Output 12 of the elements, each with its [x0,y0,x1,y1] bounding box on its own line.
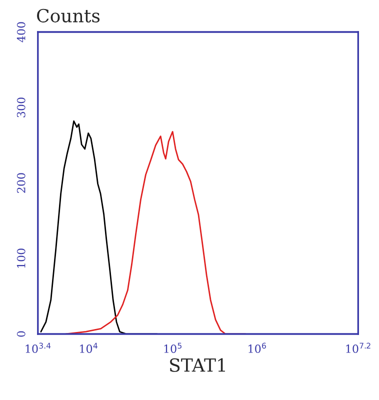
x-tick-label: 10$^{6}$ [248,342,266,353]
x-tick-label: 10$^{7.2}$ [346,342,370,353]
y-tick-label: 100 [16,248,26,268]
y-axis-title: Counts [37,8,100,22]
y-tick-label: 0 [16,331,26,337]
y-tick-label: 400 [16,22,26,42]
y-tick-label: 300 [16,98,26,118]
x-tick-label: 10$^{5}$ [164,342,182,353]
y-tick-label: 200 [16,173,26,193]
x-tick-label: 10$^{4}$ [80,342,98,353]
x-axis-title: STAT1 [170,358,225,372]
x-tick-label: 10$^{3.4}$ [26,342,51,353]
